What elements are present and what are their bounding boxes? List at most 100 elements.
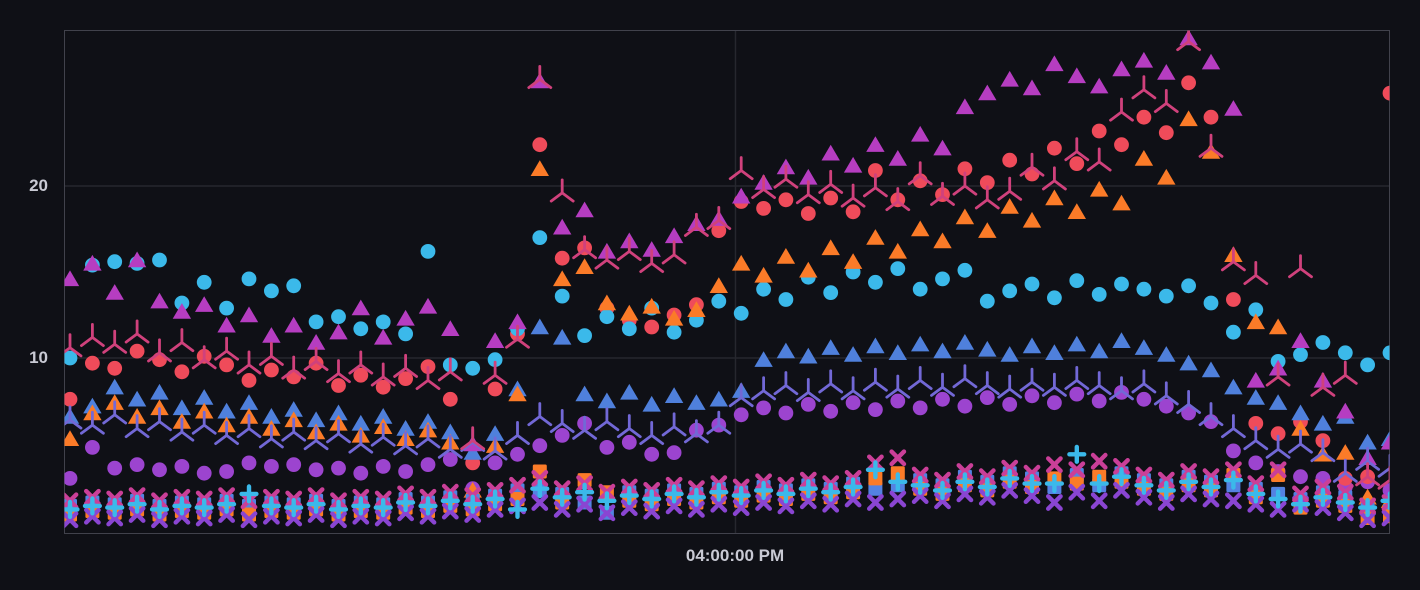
data-point — [639, 248, 665, 273]
data-point — [1221, 247, 1246, 272]
data-point — [219, 464, 234, 479]
data-point — [174, 295, 190, 311]
data-point — [955, 208, 975, 225]
data-point — [799, 168, 818, 185]
data-point — [217, 316, 236, 333]
data-point — [888, 242, 907, 259]
data-point — [485, 425, 505, 441]
data-point — [620, 499, 638, 517]
data-point — [127, 494, 147, 514]
data-point — [442, 391, 458, 407]
data-point — [911, 466, 929, 484]
data-point — [1225, 492, 1242, 510]
data-point — [778, 192, 794, 208]
data-point — [1313, 414, 1333, 431]
data-point — [1382, 345, 1390, 361]
plot-area[interactable] — [59, 29, 1401, 529]
data-point — [1002, 283, 1018, 299]
data-point — [326, 359, 351, 384]
data-point — [933, 232, 952, 249]
data-point — [105, 378, 124, 395]
data-point — [553, 328, 572, 345]
data-point — [152, 252, 167, 268]
data-point — [1000, 70, 1019, 87]
data-point — [955, 472, 975, 492]
data-point — [821, 144, 840, 161]
data-point — [107, 460, 123, 476]
series-red-circles — [64, 75, 1390, 486]
data-point — [370, 422, 396, 447]
data-point — [1090, 180, 1109, 197]
data-point — [129, 343, 145, 359]
data-point — [598, 504, 616, 522]
data-point — [911, 220, 930, 237]
data-point — [1135, 488, 1153, 506]
data-point — [1091, 393, 1107, 409]
data-point — [102, 329, 128, 354]
data-point — [773, 164, 799, 189]
data-point — [823, 403, 839, 419]
data-point — [1001, 481, 1019, 499]
data-point — [935, 391, 950, 407]
data-point — [1202, 468, 1220, 486]
data-point — [375, 459, 391, 474]
data-point — [510, 446, 525, 462]
data-point — [1067, 444, 1087, 464]
data-point — [281, 355, 307, 380]
data-point — [642, 489, 662, 509]
data-point — [688, 500, 705, 518]
data-point — [420, 244, 436, 259]
data-point — [1157, 64, 1176, 80]
data-point — [1225, 461, 1242, 479]
data-point — [890, 261, 906, 276]
data-point — [306, 334, 326, 350]
data-point — [1045, 344, 1064, 360]
data-point — [219, 357, 234, 373]
data-point — [306, 411, 326, 428]
data-point — [706, 205, 732, 230]
data-point — [823, 190, 839, 206]
data-point — [616, 414, 642, 439]
data-point — [306, 494, 326, 514]
data-point — [1381, 494, 1390, 511]
data-point — [284, 498, 304, 518]
data-point — [666, 445, 682, 460]
data-point — [1201, 477, 1221, 497]
series-violet-tri-spokes — [64, 364, 1390, 483]
data-point — [1022, 211, 1042, 228]
data-point — [1153, 381, 1179, 406]
data-point — [374, 509, 392, 527]
data-point — [174, 364, 190, 380]
data-point — [531, 494, 549, 511]
data-point — [907, 161, 933, 186]
data-point — [773, 371, 799, 396]
data-point — [527, 402, 553, 427]
data-point — [1201, 143, 1221, 159]
data-point — [1022, 79, 1042, 96]
data-point — [1023, 487, 1041, 505]
data-point — [979, 175, 995, 190]
data-point — [1313, 487, 1333, 507]
data-point — [1265, 362, 1291, 387]
data-point — [80, 322, 105, 347]
data-point — [1002, 152, 1018, 168]
data-point — [1134, 475, 1154, 495]
data-point — [907, 365, 933, 390]
data-point — [553, 218, 572, 235]
series-blue-triangles — [64, 318, 1390, 460]
data-point — [1181, 405, 1196, 421]
data-point — [912, 400, 928, 416]
data-point — [195, 402, 214, 419]
data-point — [191, 345, 217, 370]
data-point — [172, 399, 192, 416]
data-point — [934, 471, 951, 489]
data-point — [348, 429, 374, 454]
data-point — [1377, 465, 1390, 490]
data-point — [554, 288, 570, 304]
data-point — [330, 511, 347, 529]
data-point — [262, 408, 281, 424]
data-point — [731, 486, 751, 506]
data-point — [1247, 475, 1265, 493]
data-point — [661, 412, 687, 437]
